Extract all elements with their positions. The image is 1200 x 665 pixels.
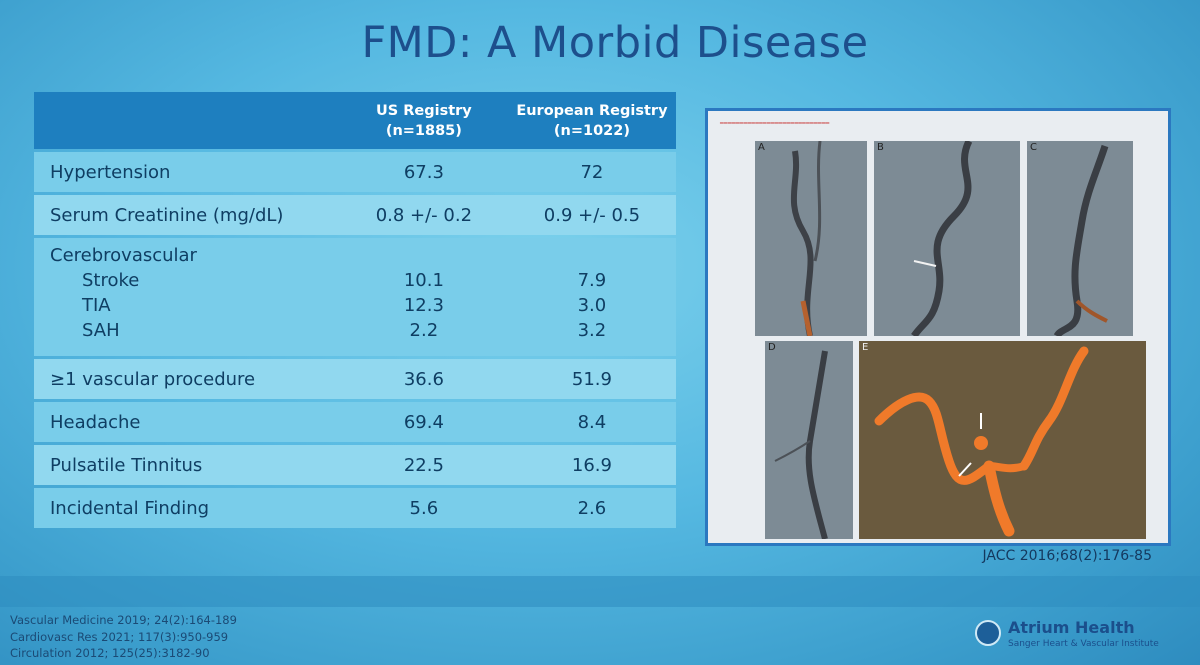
angiography-figure: ━━━━━━━━━━━━━━━━━━━━━━━━━━━━ A B C D E [705, 108, 1171, 546]
us-value-stroke: 10.1 [403, 270, 444, 291]
row-label: ≥1 vascular procedure [34, 359, 340, 399]
eu-value: 2.6 [507, 488, 676, 528]
us-values-cerebrovascular: 10.1 12.3 2.2 [339, 238, 508, 356]
footer-band [0, 576, 1200, 607]
references: Vascular Medicine 2019; 24(2):164-189 Ca… [10, 612, 237, 662]
sub-label-tia: TIA [82, 295, 111, 316]
sub-label-stroke: Stroke [82, 270, 140, 291]
table-row-creatinine: Serum Creatinine (mg/dL) 0.8 +/- 0.2 0.9… [34, 195, 676, 235]
angiography-panel-b: B [874, 141, 1020, 336]
vessel-image [790, 141, 822, 336]
reference-item: Vascular Medicine 2019; 24(2):164-189 [10, 613, 237, 627]
table-row-tinnitus: Pulsatile Tinnitus 22.5 16.9 [34, 445, 676, 485]
cerebrovascular-labels: Cerebrovascular Stroke TIA SAH [34, 238, 340, 356]
figure-caption-text: ━━━━━━━━━━━━━━━━━━━━━━━━━━━━ [720, 120, 830, 127]
logo-name: Atrium Health [1008, 618, 1135, 637]
table-row-cerebrovascular: Cerebrovascular Stroke TIA SAH 10.1 12.3… [34, 238, 676, 356]
us-value: 0.8 +/- 0.2 [339, 195, 508, 235]
angiography-panel-e: E [859, 341, 1146, 539]
eu-value: 16.9 [507, 445, 676, 485]
table-row-hypertension: Hypertension 67.3 72 [34, 152, 676, 192]
header-eu-name: European Registry [516, 102, 668, 119]
header-us-name: US Registry [375, 102, 472, 119]
angiography-panel-a: A [755, 141, 867, 336]
header-us-n: (n=1885) [385, 122, 462, 139]
logo-subtitle: Sanger Heart & Vascular Institute [1008, 639, 1159, 649]
panel-label: A [758, 142, 765, 153]
eu-value: 51.9 [507, 359, 676, 399]
row-label: Pulsatile Tinnitus [34, 445, 340, 485]
angiography-panel-c: C [1027, 141, 1133, 336]
us-value: 36.6 [339, 359, 508, 399]
row-label: Hypertension [34, 152, 340, 192]
atrium-health-logo: Atrium Health Sanger Heart & Vascular In… [975, 618, 1165, 656]
row-label: Serum Creatinine (mg/dL) [34, 195, 340, 235]
table-row-headache: Headache 69.4 8.4 [34, 402, 676, 442]
eu-value-tia: 3.0 [577, 295, 607, 316]
header-european-registry: European Registry (n=1022) [507, 92, 676, 149]
slide-title: FMD: A Morbid Disease [361, 18, 869, 68]
table-row-incidental: Incidental Finding 5.6 2.6 [34, 488, 676, 528]
panel-label: D [768, 342, 776, 353]
eu-value-sah: 3.2 [577, 320, 607, 341]
row-label: Incidental Finding [34, 488, 340, 528]
eu-values-cerebrovascular: 7.9 3.0 3.2 [507, 238, 676, 356]
vessel-image [774, 350, 828, 539]
angiography-panel-d: D [765, 341, 853, 539]
panel-label: E [862, 342, 869, 353]
tree-icon [975, 620, 1001, 646]
us-value: 22.5 [339, 445, 508, 485]
eu-value: 8.4 [507, 402, 676, 442]
eu-value: 0.9 +/- 0.5 [507, 195, 676, 235]
header-blank-cell [34, 92, 340, 149]
us-value: 5.6 [339, 488, 508, 528]
eu-value: 72 [507, 152, 676, 192]
us-value-tia: 12.3 [403, 295, 444, 316]
header-us-registry: US Registry (n=1885) [339, 92, 508, 149]
us-value-sah: 2.2 [409, 320, 439, 341]
row-label: Cerebrovascular [50, 245, 197, 266]
figure-citation: JACC 2016;68(2):176-85 [982, 548, 1152, 564]
table-header-row: US Registry (n=1885) European Registry (… [34, 92, 676, 149]
reference-item: Circulation 2012; 125(25):3182-90 [10, 646, 210, 660]
sub-label-sah: SAH [82, 320, 120, 341]
row-label: Headache [34, 402, 340, 442]
reference-item: Cardiovasc Res 2021; 117(3):950-959 [10, 629, 229, 644]
us-value: 67.3 [339, 152, 508, 192]
eu-value-stroke: 7.9 [577, 270, 607, 291]
vessel-3d-render [874, 346, 1089, 537]
us-value: 69.4 [339, 402, 508, 442]
vessel-image [911, 141, 973, 336]
vessel-image [1053, 144, 1109, 336]
panel-label: C [1030, 142, 1037, 153]
registry-table: US Registry (n=1885) European Registry (… [34, 89, 676, 531]
table-row-procedure: ≥1 vascular procedure 36.6 51.9 [34, 359, 676, 399]
header-eu-n: (n=1022) [553, 122, 630, 139]
panel-label: B [877, 142, 884, 153]
